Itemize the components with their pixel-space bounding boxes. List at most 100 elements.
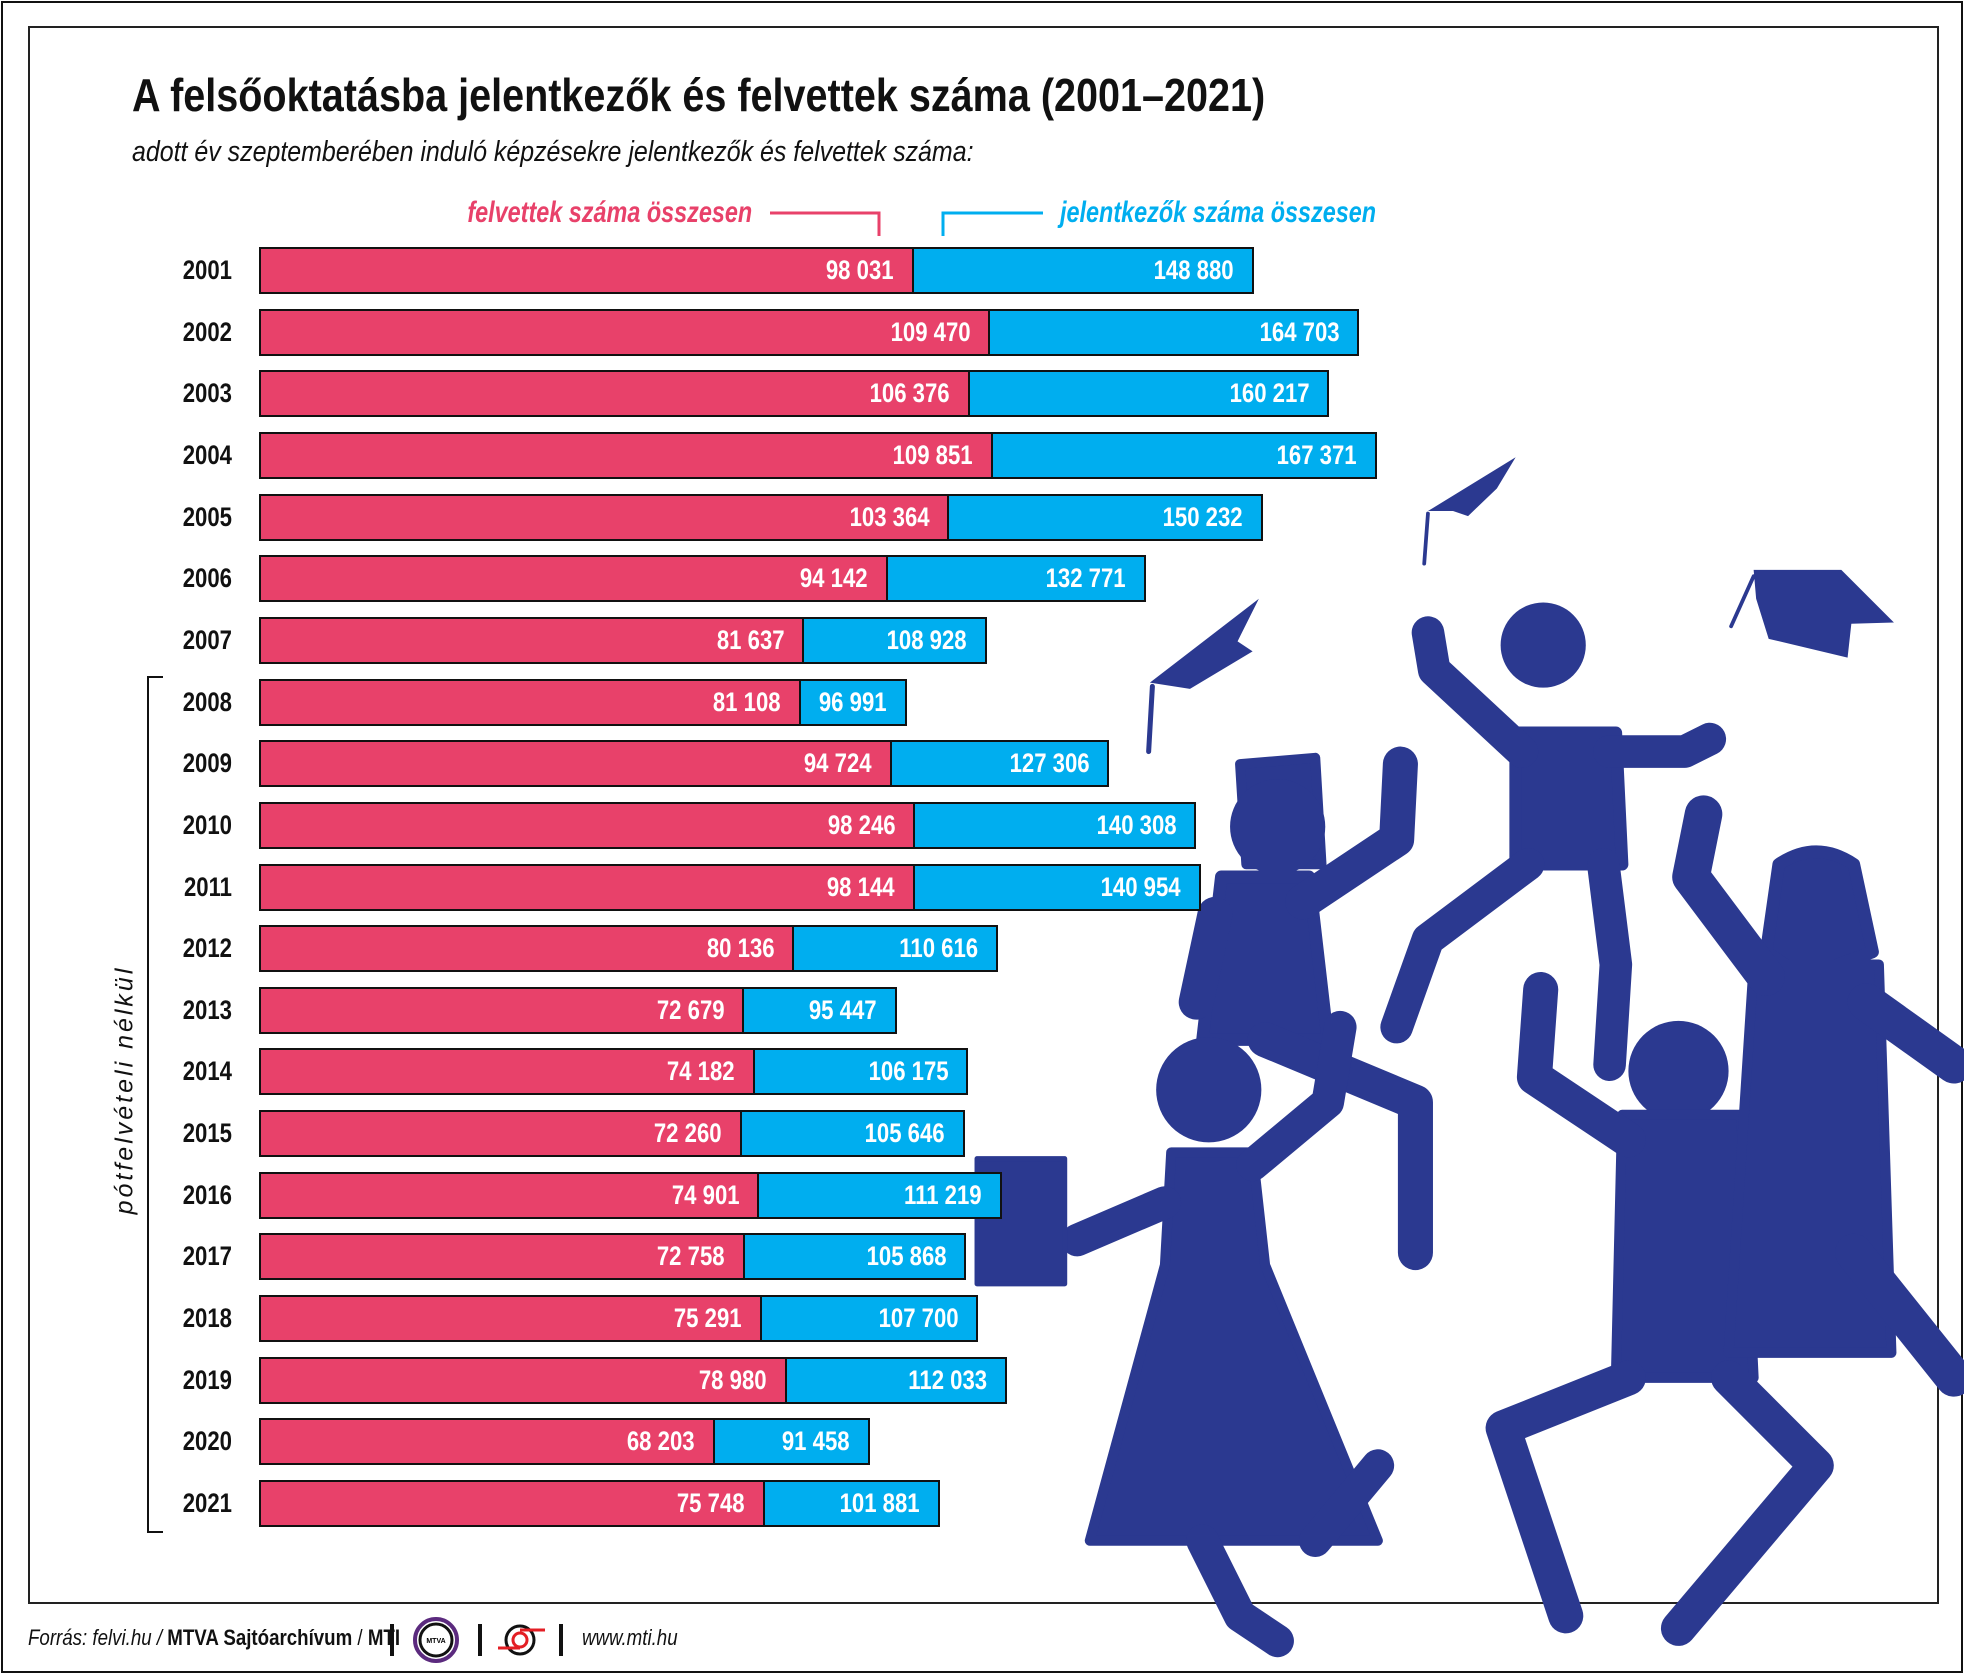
year-label: 2004 (182, 439, 232, 470)
value-label-applicants: 140 308 (1096, 809, 1177, 840)
value-label-applicants: 101 881 (839, 1488, 920, 1518)
value-label-applicants: 150 232 (1162, 501, 1243, 532)
legend-applicants: jelentkezők száma összesen (1060, 196, 1377, 229)
value-label-accepted: 78 980 (698, 1364, 767, 1395)
year-label: 2001 (182, 255, 232, 285)
bar-accepted (259, 247, 914, 294)
year-label: 2016 (182, 1179, 232, 1210)
value-label-applicants: 164 703 (1259, 316, 1340, 347)
year-label: 2020 (182, 1426, 232, 1457)
graduation-cap-icon (1729, 569, 1894, 658)
value-label-accepted: 109 470 (890, 316, 971, 347)
year-label: 2006 (182, 563, 232, 594)
value-label-applicants: 108 928 (886, 624, 967, 655)
bar-accepted (259, 1418, 715, 1466)
value-label-accepted: 74 901 (671, 1179, 740, 1210)
source-mti: MTI (367, 1625, 401, 1650)
source-line: Forrás: felvi.hu / MTVA Sajtóarchívum / … (28, 1625, 400, 1651)
value-label-accepted: 81 108 (713, 686, 781, 717)
year-label: 2019 (182, 1364, 232, 1395)
value-label-applicants: 112 033 (908, 1364, 988, 1395)
value-label-applicants: 91 458 (782, 1426, 850, 1457)
value-label-accepted: 109 851 (892, 439, 973, 470)
chart-title: A felsőoktatásba jelentkezők és felvette… (132, 69, 1266, 121)
value-label-applicants: 105 868 (866, 1241, 947, 1272)
bar-accepted (259, 678, 801, 726)
value-label-accepted: 75 291 (674, 1303, 742, 1334)
value-label-accepted: 72 260 (653, 1118, 722, 1149)
value-label-accepted: 98 031 (826, 255, 894, 285)
bar-accepted (259, 986, 745, 1034)
year-label: 2021 (182, 1488, 232, 1518)
value-label-applicants: 167 371 (1277, 439, 1358, 470)
figure-woman-right (1672, 795, 1964, 1397)
bar-accepted (259, 801, 916, 849)
value-label-applicants: 96 991 (819, 686, 887, 717)
legend-accepted-connector (770, 211, 881, 236)
legend-connectors (770, 211, 1043, 236)
value-label-applicants: 148 880 (1153, 255, 1234, 285)
bar-accepted (259, 555, 888, 603)
year-label: 2011 (183, 871, 232, 902)
year-label: 2013 (182, 994, 232, 1025)
value-label-accepted: 94 724 (804, 748, 872, 779)
figure-girl-with-book (974, 1010, 1395, 1658)
bar-accepted (259, 1480, 765, 1527)
figure-boy-right (1485, 972, 1834, 1646)
value-label-applicants: 110 616 (899, 933, 978, 964)
annotation-no-supplementary: pótfelvételi nélkül (110, 965, 139, 1215)
year-label: 2014 (182, 1056, 232, 1087)
bar-accepted (259, 493, 950, 541)
value-label-accepted: 81 637 (716, 624, 785, 655)
bar-accepted (259, 1171, 760, 1219)
year-label: 2012 (182, 933, 232, 964)
value-label-accepted: 98 144 (826, 871, 895, 902)
bar-accepted (259, 616, 805, 664)
year-label: 2018 (182, 1303, 232, 1334)
value-label-applicants: 140 954 (1100, 871, 1181, 902)
value-label-accepted: 94 142 (800, 563, 868, 594)
value-label-accepted: 72 679 (656, 994, 725, 1025)
value-label-applicants: 106 175 (868, 1056, 949, 1087)
value-label-accepted: 103 364 (849, 501, 930, 532)
bar-accepted (259, 863, 915, 911)
bar-accepted (259, 740, 892, 788)
year-label: 2002 (182, 316, 232, 347)
value-label-applicants: 132 771 (1045, 563, 1126, 594)
year-label: 2008 (182, 686, 232, 717)
year-label: 2015 (182, 1118, 232, 1149)
website-link[interactable]: www.mti.hu (582, 1625, 678, 1650)
chart-subtitle: adott év szeptemberében induló képzésekr… (132, 136, 974, 168)
value-label-applicants: 105 646 (864, 1118, 945, 1149)
value-label-applicants: 160 217 (1229, 378, 1310, 409)
year-label: 2009 (182, 748, 232, 779)
value-label-applicants: 111 219 (904, 1179, 982, 1210)
bar-accepted (259, 370, 970, 418)
value-label-applicants: 107 700 (878, 1303, 959, 1334)
value-label-applicants: 127 306 (1009, 748, 1090, 779)
graduation-cap-icon (1422, 457, 1516, 566)
value-label-accepted: 75 748 (677, 1488, 745, 1518)
year-label: 2010 (182, 809, 232, 840)
value-label-accepted: 72 758 (657, 1241, 726, 1272)
value-label-applicants: 95 447 (808, 994, 877, 1025)
value-label-accepted: 74 182 (666, 1056, 735, 1087)
figure-jumping (1380, 602, 1727, 1081)
year-label: 2005 (182, 501, 232, 532)
bar-accepted (259, 1356, 787, 1404)
year-label: 2007 (182, 624, 232, 655)
legend-accepted: felvettek száma összesen (467, 196, 752, 229)
value-label-accepted: 80 136 (706, 933, 775, 964)
source-mtva: MTVA Sajtóarchívum (167, 1625, 353, 1650)
bar-accepted (259, 1048, 755, 1096)
bar-accepted (259, 1110, 742, 1158)
bar-accepted (259, 431, 993, 479)
figure-cheering (1178, 746, 1433, 1271)
chart-frame (28, 26, 1939, 1604)
graduation-cap-icon (1146, 598, 1259, 755)
source-separator: / (352, 1625, 368, 1650)
value-label-accepted: 98 246 (827, 809, 896, 840)
bar-accepted (259, 308, 991, 356)
